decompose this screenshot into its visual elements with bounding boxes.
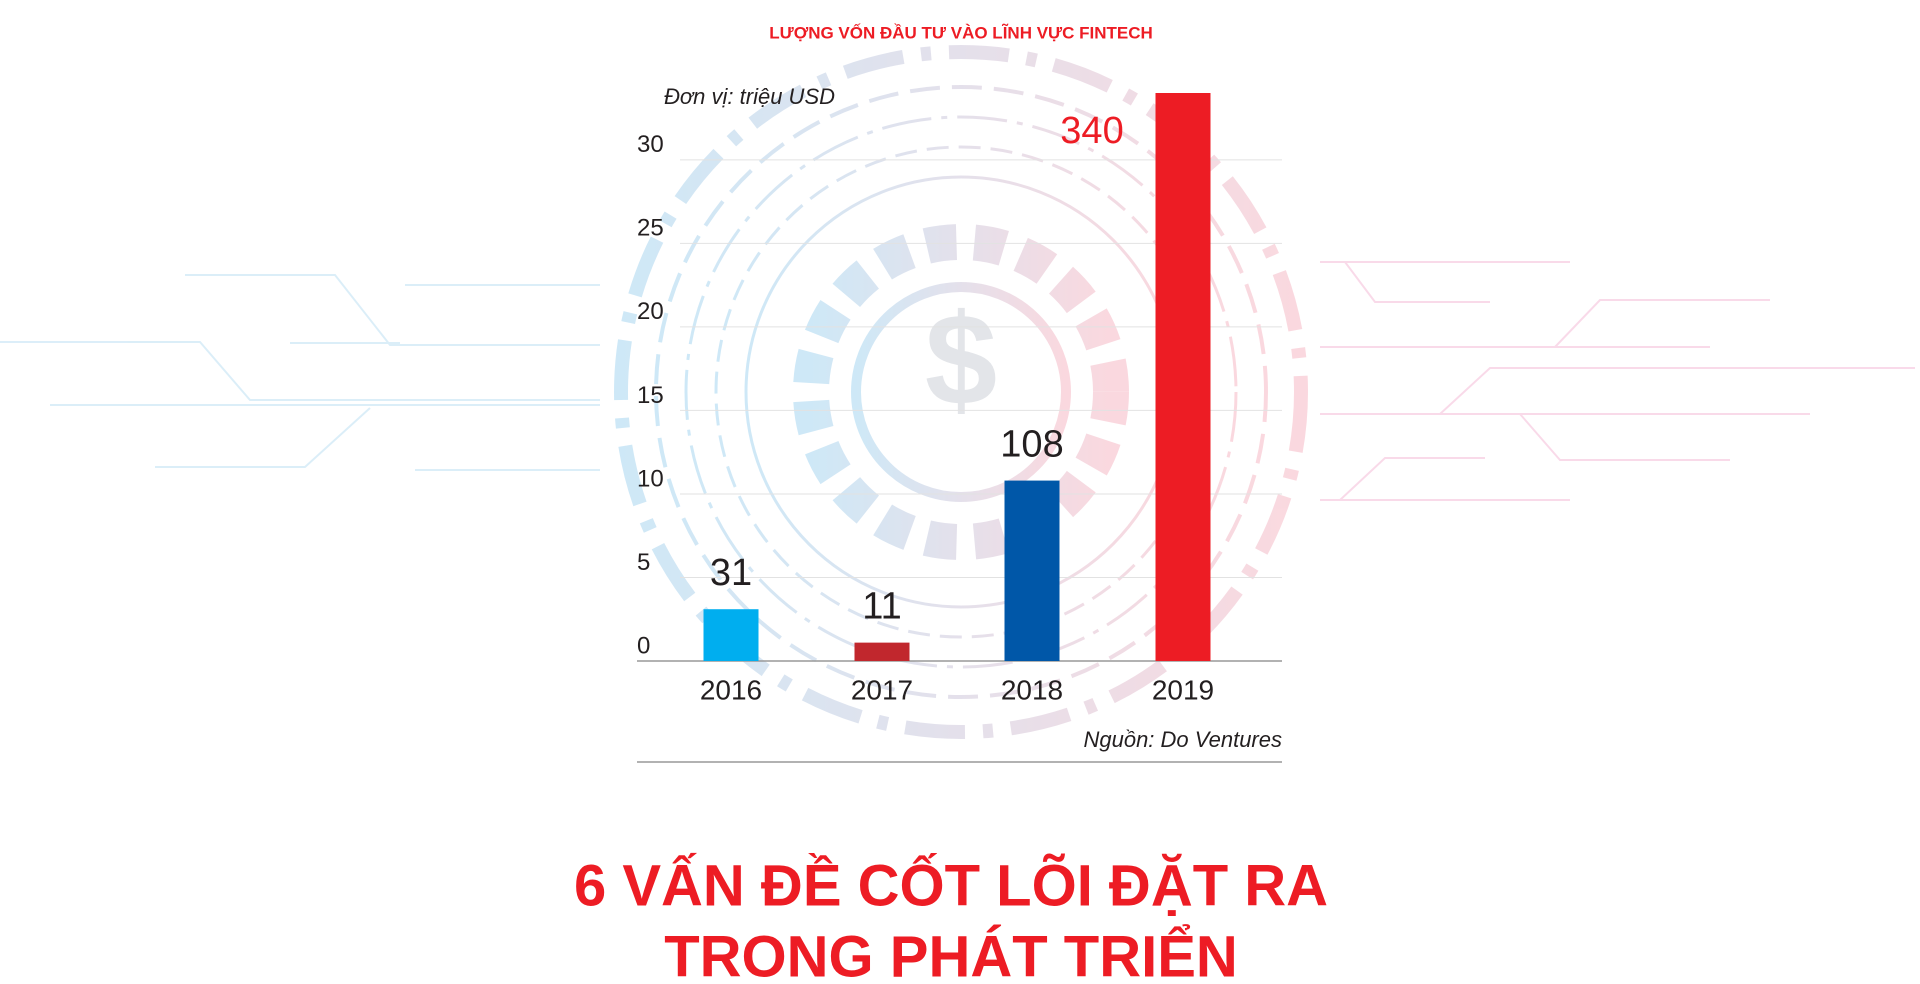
x-tick-label: 2019	[1152, 674, 1214, 705]
bar	[703, 609, 759, 661]
value-label: 31	[710, 552, 752, 594]
bar	[1004, 480, 1060, 661]
chart-title: LƯỢNG VỐN ĐẦU TƯ VÀO LĨNH VỰC FINTECH	[769, 22, 1153, 42]
bar	[854, 642, 910, 661]
headline: TRONG PHÁT TRIỂN	[664, 924, 1238, 984]
y-tick-label: 0	[637, 632, 650, 659]
svg-text:$: $	[925, 286, 997, 432]
background-decoration: $	[0, 45, 1915, 739]
y-tick-label: 15	[637, 382, 664, 409]
y-tick-label: 25	[637, 215, 664, 242]
unit-label: Đơn vị: triệu USD	[664, 84, 835, 109]
y-tick-label: 20	[637, 298, 664, 325]
value-label: 340	[1060, 110, 1123, 152]
bar	[1155, 93, 1211, 661]
y-tick-label: 10	[637, 465, 664, 492]
value-label: 108	[1000, 424, 1063, 466]
source: Nguồn: Do Ventures	[1083, 727, 1282, 752]
x-tick-label: 2016	[700, 674, 762, 705]
y-tick-label: 30	[637, 131, 664, 158]
headline: 6 VẤN ĐỀ CỐT LÕI ĐẶT RA	[574, 853, 1328, 918]
x-tick-label: 2017	[851, 674, 913, 705]
x-tick-label: 2018	[1001, 674, 1063, 705]
value-label: 11	[862, 586, 901, 628]
y-tick-label: 5	[637, 549, 650, 576]
